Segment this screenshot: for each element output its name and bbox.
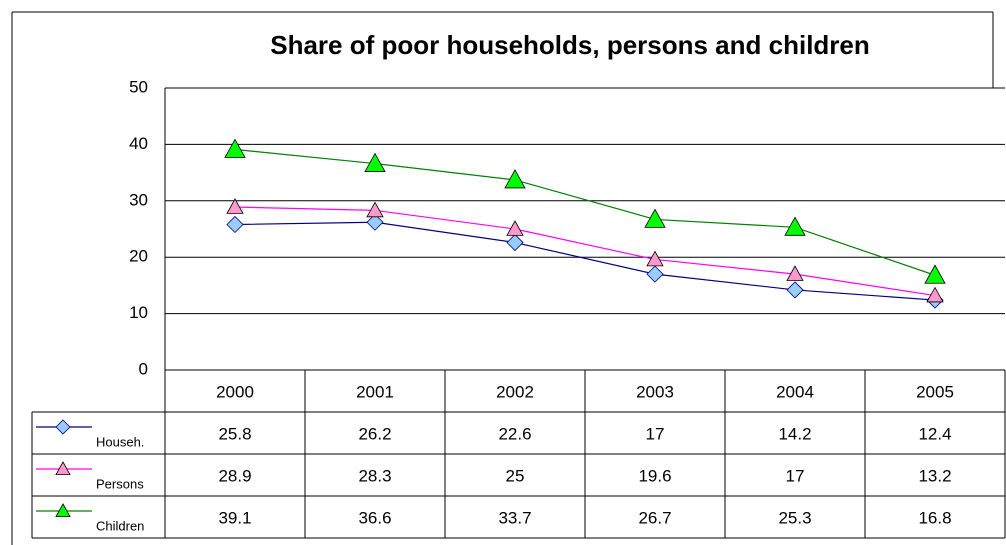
table-cell: 25 xyxy=(506,466,525,485)
data-point xyxy=(506,233,524,252)
table-cell: 28.9 xyxy=(218,466,251,485)
table-cell: 26.2 xyxy=(358,424,391,443)
data-point xyxy=(646,250,664,267)
table-cell: 36.6 xyxy=(358,508,391,527)
series-line xyxy=(234,206,936,297)
series-line xyxy=(234,221,936,301)
y-tick-label: 40 xyxy=(129,134,148,153)
data-point xyxy=(784,216,806,236)
data-point xyxy=(226,198,244,214)
x-tick-label: 2004 xyxy=(776,382,814,401)
table-cell: 28.3 xyxy=(358,466,391,485)
x-tick-label: 2005 xyxy=(916,382,954,401)
data-point xyxy=(364,152,386,172)
y-tick-label: 0 xyxy=(139,359,148,378)
table-cell: 13.2 xyxy=(918,466,951,485)
table-cell: 25.8 xyxy=(218,424,251,443)
table-cell: 14.2 xyxy=(778,424,811,443)
data-point xyxy=(786,265,804,281)
x-tick-label: 2003 xyxy=(636,382,674,401)
data-point xyxy=(646,265,664,283)
table-cell: 16.8 xyxy=(918,508,951,527)
data-point xyxy=(924,264,946,284)
legend-marker xyxy=(55,503,71,517)
chart-title: Share of poor households, persons and ch… xyxy=(270,30,870,60)
y-tick-label: 10 xyxy=(129,303,148,322)
y-tick-label: 30 xyxy=(129,190,148,209)
data-point xyxy=(366,213,384,231)
table-cell: 33.7 xyxy=(498,508,531,527)
table-cell: 17 xyxy=(646,424,665,443)
data-point xyxy=(926,286,944,303)
table-cell: 25.3 xyxy=(778,508,811,527)
table-cell: 22.6 xyxy=(498,424,531,443)
y-tick-label: 20 xyxy=(129,247,148,266)
legend-label: Persons xyxy=(96,476,144,491)
data-point xyxy=(224,138,246,158)
data-point xyxy=(366,201,384,218)
data-point xyxy=(644,208,666,228)
table-cell: 12.4 xyxy=(918,424,951,443)
x-tick-label: 2000 xyxy=(216,382,254,401)
series-line xyxy=(234,148,936,276)
table-cell: 26.7 xyxy=(638,508,671,527)
data-point xyxy=(226,215,244,234)
data-point xyxy=(504,169,526,189)
data-point xyxy=(506,220,524,236)
table-cell: 17 xyxy=(786,466,805,485)
table-cell: 39.1 xyxy=(218,508,251,527)
legend-marker xyxy=(55,419,71,435)
x-tick-label: 2001 xyxy=(356,382,394,401)
data-point xyxy=(786,281,804,299)
x-tick-label: 2002 xyxy=(496,382,534,401)
y-tick-label: 50 xyxy=(129,77,148,96)
legend-label: Children xyxy=(96,518,144,533)
legend-label: Househ. xyxy=(96,434,144,449)
table-cell: 19.6 xyxy=(638,466,671,485)
legend-marker xyxy=(55,461,71,476)
